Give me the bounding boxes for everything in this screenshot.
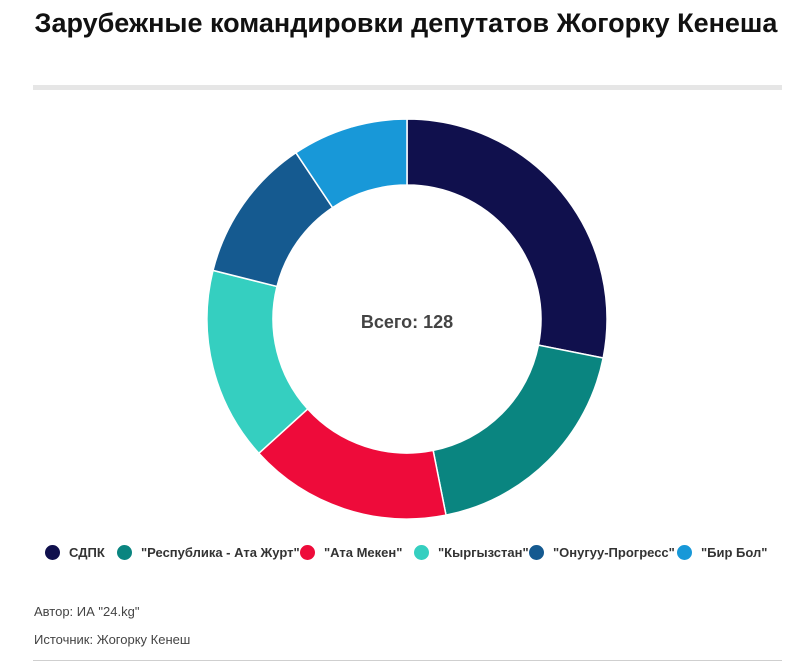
legend-label: "Онугуу-Прогресс" <box>553 544 675 560</box>
legend-label: "Бир Бол" <box>701 544 768 560</box>
legend-dot-icon <box>677 544 692 560</box>
legend-label: "Республика - Ата Журт" <box>141 544 300 560</box>
donut-slices <box>206 118 608 520</box>
author-credit: Автор: ИА "24.kg" <box>34 604 140 619</box>
donut-slice-5[interactable] <box>294 118 408 209</box>
legend-item-5[interactable]: "Бир Бол" <box>677 541 767 563</box>
legend-label: "Ата Мекен" <box>324 544 403 560</box>
footer-divider <box>33 660 782 661</box>
legend-dot-icon <box>117 544 132 560</box>
legend-item-0[interactable]: СДПК <box>45 541 105 563</box>
chart-title: Зарубежные командировки депутатов Жогорк… <box>34 8 778 38</box>
donut-slice-0[interactable] <box>406 118 608 359</box>
legend-label: "Кыргызстан" <box>438 544 529 560</box>
legend-dot-icon <box>45 544 60 560</box>
legend-label: СДПК <box>69 544 105 560</box>
source-credit: Источник: Жогорку Кенеш <box>34 632 191 647</box>
legend-dot-icon <box>300 544 315 560</box>
title-divider <box>33 85 782 90</box>
legend-dot-icon <box>414 544 429 560</box>
legend-item-1[interactable]: "Республика - Ата Журт" <box>117 541 300 563</box>
donut-slice-1[interactable] <box>432 344 605 517</box>
legend-dot-icon <box>529 544 544 560</box>
chart-legend: СДПК "Республика - Ата Журт" "Ата Мекен" "К… <box>40 541 780 563</box>
legend-item-2[interactable]: "Ата Мекен" <box>300 541 402 563</box>
legend-item-4[interactable]: "Онугуу-Прогресс" <box>529 541 675 563</box>
donut-chart: Всего: 128 <box>206 118 608 520</box>
center-total-label: Всего: 128 <box>361 312 453 332</box>
legend-item-3[interactable]: "Кыргызстан" <box>414 541 529 563</box>
